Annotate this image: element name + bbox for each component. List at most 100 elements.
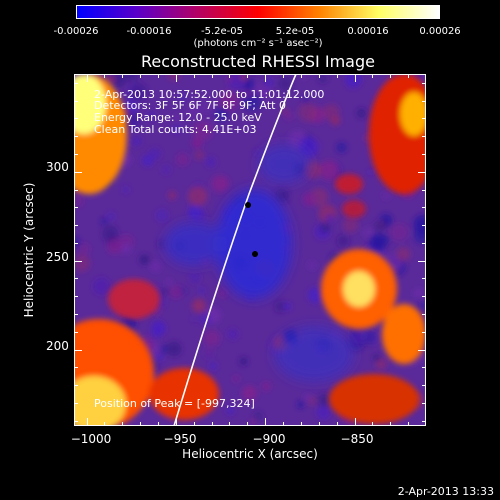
tick-mark [74, 314, 78, 315]
tick-mark [74, 225, 78, 227]
tick-mark [175, 74, 177, 82]
tick-mark [74, 171, 78, 173]
tick-mark [74, 189, 78, 191]
tick-mark [422, 296, 426, 298]
emission-blob [204, 348, 214, 359]
bright-source-core [400, 92, 426, 136]
emission-blob [239, 74, 248, 82]
tick-mark [74, 349, 82, 351]
emission-blob [396, 247, 411, 262]
tick-mark [336, 422, 338, 426]
emission-blob [283, 302, 292, 311]
emission-blob [308, 396, 317, 406]
emission-blob [232, 375, 240, 383]
emission-blob [92, 277, 111, 296]
emission-blob [156, 353, 164, 362]
tick-mark [140, 422, 142, 426]
emission-blob [325, 214, 335, 224]
tick-mark [422, 207, 426, 209]
emission-blob [157, 240, 165, 248]
tick-mark [318, 74, 320, 78]
tick-mark [422, 242, 426, 244]
bright-source [329, 374, 419, 424]
time-range-text: 2-Apr-2013 10:57:52.000 to 11:01:12.000 [94, 88, 325, 101]
emission-blob [308, 287, 324, 303]
emission-blob [139, 254, 150, 265]
tick-mark [300, 422, 302, 426]
emission-blob [344, 74, 362, 88]
tick-mark [265, 422, 267, 426]
tick-mark [211, 74, 213, 78]
tick-mark [157, 422, 159, 426]
tick-mark [372, 74, 374, 78]
emission-blob [198, 286, 206, 294]
tick-mark [422, 189, 426, 191]
emission-blob [190, 316, 197, 323]
bright-sources [74, 74, 426, 426]
tick-mark [422, 171, 426, 173]
colorbar [76, 5, 440, 19]
emission-blob [349, 324, 369, 344]
emission-blob [151, 320, 166, 336]
colorbar-tick-label: -0.00016 [126, 26, 172, 37]
tick-mark [354, 422, 356, 426]
tick-mark [422, 82, 426, 84]
emission-blob [172, 124, 181, 133]
tick-mark [104, 74, 106, 78]
tick-mark [390, 422, 392, 426]
emission-blob [322, 103, 340, 121]
emission-blob [192, 137, 203, 149]
emission-blob [250, 418, 257, 425]
y-axis-label: Heliocentric Y (arcsec) [22, 182, 36, 318]
peak-position-text: Position of Peak = [-997,324] [94, 397, 255, 410]
solar-limb-line [173, 74, 297, 426]
emission-blob [373, 220, 385, 232]
emission-blob [74, 237, 81, 249]
emission-blob [185, 103, 202, 119]
emission-blob [124, 74, 140, 82]
tick-mark [229, 422, 231, 426]
emission-blob [167, 74, 181, 81]
tick-mark [74, 385, 78, 387]
emission-blob [274, 300, 287, 313]
bright-source [335, 174, 363, 194]
emission-blob [226, 406, 235, 415]
emission-blob [192, 120, 213, 141]
colorbar-tick-label: -5.2e-05 [201, 26, 243, 37]
tick-mark [74, 367, 78, 369]
tick-mark [422, 100, 426, 102]
blue-region [216, 189, 292, 299]
tick-mark [422, 225, 426, 227]
emission-blob [307, 260, 317, 270]
algorithm-counts-text: Clean Total counts: 4.41E+03 [94, 123, 257, 136]
emission-blob [166, 279, 173, 285]
tick-mark [408, 74, 410, 78]
tick-mark [74, 260, 78, 262]
blue-region [258, 144, 310, 184]
energy-range-text: Energy Range: 12.0 - 25.0 keV [94, 111, 262, 124]
blue-region [164, 222, 224, 266]
emission-blob [281, 107, 288, 115]
tick-mark [408, 422, 410, 426]
bright-source-core [74, 376, 126, 426]
emission-blob [189, 272, 201, 284]
emission-blob [258, 86, 271, 99]
emission-blob [274, 188, 290, 203]
tick-mark [422, 118, 426, 120]
emission-blob [296, 401, 305, 409]
bright-source-core [343, 271, 375, 307]
emission-blob [173, 113, 181, 122]
emission-blob [176, 152, 190, 167]
emission-blob [261, 381, 271, 392]
emission-blob [263, 77, 275, 88]
tick-mark [74, 349, 78, 351]
emission-blob [191, 298, 206, 313]
emission-blob [201, 99, 215, 113]
emission-blob [179, 93, 186, 101]
tick-mark [422, 136, 426, 138]
tick-mark [122, 422, 124, 426]
tick-mark [104, 422, 106, 426]
dark-spot [252, 251, 258, 257]
tick-mark [422, 385, 426, 387]
emission-blob [418, 301, 426, 310]
